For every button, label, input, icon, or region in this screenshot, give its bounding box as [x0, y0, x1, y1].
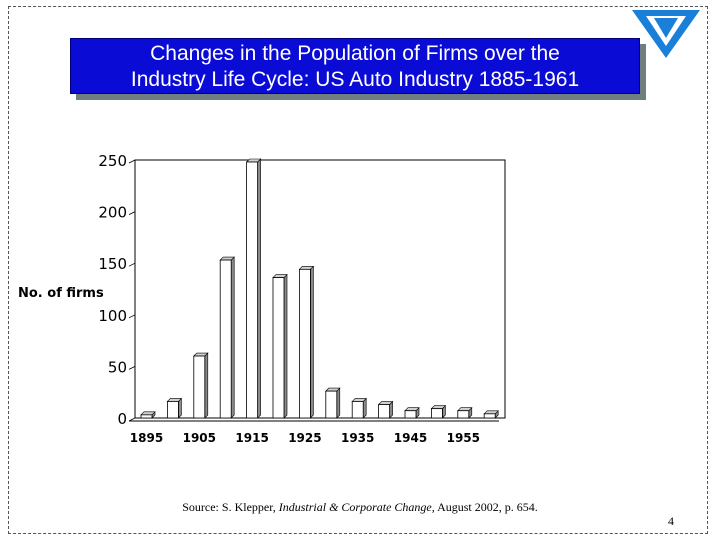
- bar-1910: [219, 256, 235, 419]
- gridline-tick: [128, 314, 136, 319]
- bar-1930: [325, 387, 341, 419]
- x-tick-label: 1935: [341, 431, 374, 445]
- bar-front: [404, 410, 417, 419]
- x-tick-label: 1925: [288, 431, 321, 445]
- y-tick-label: 250: [98, 152, 127, 170]
- slide-title: Changes in the Population of Firms over …: [70, 38, 640, 94]
- gridline-tick: [128, 366, 136, 370]
- bar-front: [483, 413, 496, 419]
- bar-1945: [404, 406, 420, 419]
- source-prefix: Source: S. Klepper,: [182, 500, 279, 514]
- bar-1915: [245, 158, 262, 419]
- y-axis-label: No. of firms: [18, 286, 104, 301]
- x-tick-labels: 1895 1905 1915 1925 1935 1945 1955: [130, 431, 480, 445]
- bar-front: [298, 268, 311, 419]
- x-tick-label: 1945: [394, 431, 427, 445]
- bar-side: [230, 256, 235, 419]
- gridline-tick: [128, 211, 136, 215]
- chart-axes: [129, 159, 506, 422]
- y-tick-label: 200: [98, 204, 127, 222]
- bar-1955: [457, 406, 473, 419]
- bar-1950: [430, 404, 447, 419]
- bar-1895: [140, 411, 156, 419]
- x-tick-label: 1955: [447, 431, 480, 445]
- bar-side: [336, 387, 341, 419]
- bar-front: [378, 404, 391, 419]
- logo-core-triangle: [654, 18, 678, 38]
- y-tick-labels: 0 50 100 150 200 250: [98, 152, 127, 428]
- bar-front: [430, 408, 443, 419]
- bar-front: [193, 355, 206, 419]
- bar-1940: [377, 400, 394, 419]
- bar-front: [457, 410, 470, 419]
- slide-frame: [8, 6, 708, 534]
- source-suffix: August 2002, p. 654.: [434, 500, 538, 514]
- title-line-2: Industry Life Cycle: US Auto Industry 18…: [130, 68, 580, 91]
- gridline-tick: [128, 262, 136, 267]
- page-number: 4: [668, 514, 674, 528]
- y-tick-label: 150: [98, 255, 127, 273]
- bar-side: [310, 265, 314, 419]
- bar-1920: [272, 273, 288, 419]
- chart-bars: [140, 158, 499, 419]
- bar-front: [325, 390, 338, 419]
- triangle-logo-icon: [632, 10, 700, 58]
- bar-1900: [166, 397, 183, 419]
- bar-1905: [193, 352, 209, 419]
- bar-side: [204, 352, 209, 419]
- source-journal: Industrial & Corporate Change,: [278, 500, 435, 514]
- y-tick-label: 0: [117, 410, 127, 428]
- bar-front: [246, 161, 259, 419]
- plot-area: [134, 159, 506, 419]
- bar-1925: [298, 265, 315, 419]
- x-tick-label: 1895: [130, 431, 163, 445]
- source-citation: Source: S. Klepper, Industrial & Corpora…: [0, 500, 720, 515]
- x-tick-label: 1915: [235, 431, 268, 445]
- y-tick-label: 100: [98, 307, 127, 325]
- bar-1960: [483, 410, 499, 419]
- bar-1935: [351, 397, 367, 419]
- gridline-tick: [128, 159, 136, 164]
- bar-side: [257, 158, 261, 419]
- x-tick-label: 1905: [183, 431, 216, 445]
- y-tick-label: 50: [108, 358, 127, 376]
- bar-front: [351, 401, 364, 419]
- bar-front: [166, 401, 179, 419]
- bar-front: [140, 414, 153, 419]
- bar-front: [272, 277, 285, 419]
- title-line-1: Changes in the Population of Firms over …: [150, 42, 560, 65]
- bar-side: [283, 273, 288, 419]
- bar-front: [219, 259, 232, 419]
